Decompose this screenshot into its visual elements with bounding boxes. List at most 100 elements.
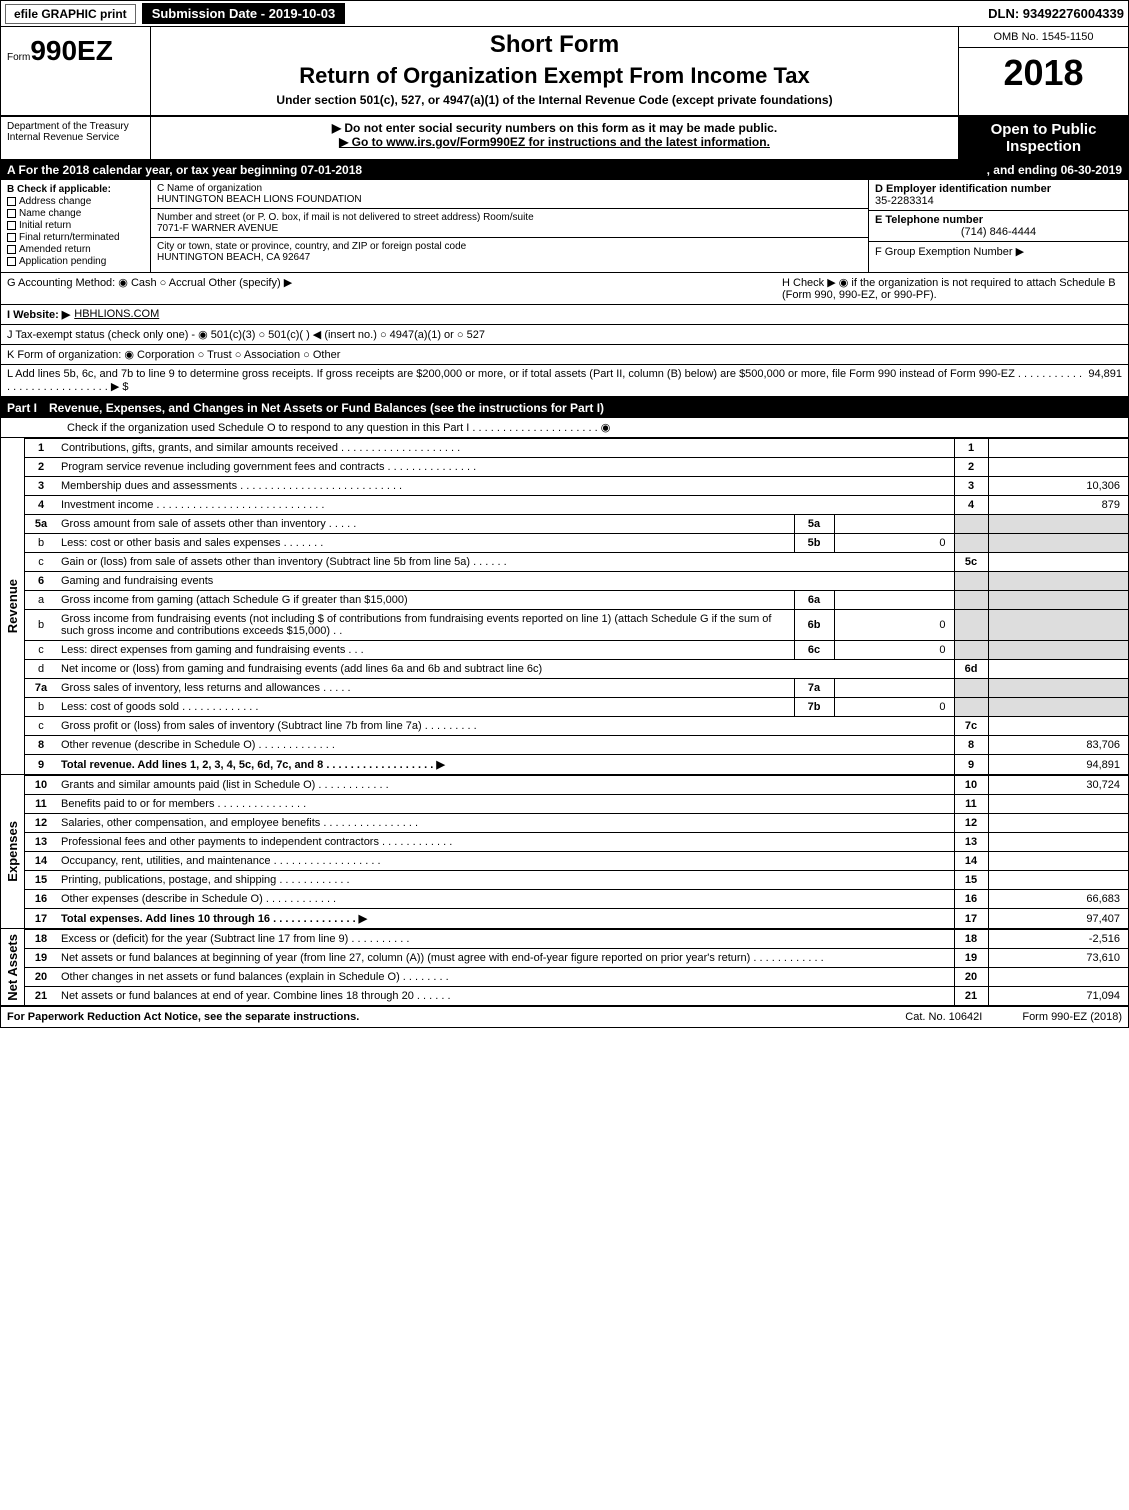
line-8: 8Other revenue (describe in Schedule O) …: [25, 736, 1128, 755]
info-block: B Check if applicable: Address change Na…: [1, 180, 1128, 273]
check-app-pending[interactable]: [7, 257, 16, 266]
line-1: 1Contributions, gifts, grants, and simil…: [25, 439, 1128, 458]
opt-final: Final return/terminated: [19, 232, 120, 243]
opt-amended: Amended return: [19, 244, 91, 255]
form-page: efile GRAPHIC print Submission Date - 20…: [0, 0, 1129, 1028]
tax-year-end: , and ending 06-30-2019: [987, 163, 1122, 177]
website-label: I Website: ▶: [7, 308, 70, 321]
line-6b: bGross income from fundraising events (n…: [25, 610, 1128, 641]
tax-year-begin: A For the 2018 calendar year, or tax yea…: [7, 163, 362, 177]
check-amended[interactable]: [7, 245, 16, 254]
website-link[interactable]: HBHLIONS.COM: [74, 308, 159, 320]
line-14: 14Occupancy, rent, utilities, and mainte…: [25, 852, 1128, 871]
ssn-warning: ▶ Do not enter social security numbers o…: [155, 121, 954, 135]
top-bar: efile GRAPHIC print Submission Date - 20…: [1, 1, 1128, 27]
schedule-b-check: H Check ▶ ◉ if the organization is not r…: [782, 276, 1122, 301]
irs-link[interactable]: ▶ Go to www.irs.gov/Form990EZ for instru…: [339, 135, 770, 149]
strip-a: A For the 2018 calendar year, or tax yea…: [1, 160, 1128, 180]
line-5c: cGain or (loss) from sale of assets othe…: [25, 553, 1128, 572]
part-1-header: Part I Revenue, Expenses, and Changes in…: [1, 397, 1128, 418]
dept-warnings: ▶ Do not enter social security numbers o…: [151, 117, 958, 159]
line-2: 2Program service revenue including gover…: [25, 458, 1128, 477]
box-b-header: B Check if applicable:: [7, 184, 111, 195]
open-inspection: Open to Public Inspection: [958, 117, 1128, 159]
dept-line2: Internal Revenue Service: [7, 132, 144, 143]
line-12: 12Salaries, other compensation, and empl…: [25, 814, 1128, 833]
ein-value: 35-2283314: [875, 195, 934, 207]
schedule-o-check: Check if the organization used Schedule …: [67, 421, 610, 434]
line-16: 16Other expenses (describe in Schedule O…: [25, 890, 1128, 909]
dept-line1: Department of the Treasury: [7, 121, 144, 132]
form-title: Return of Organization Exempt From Incom…: [159, 63, 950, 89]
cat-number: Cat. No. 10642I: [905, 1011, 982, 1023]
line-6c: cLess: direct expenses from gaming and f…: [25, 641, 1128, 660]
line-7b: bLess: cost of goods sold . . . . . . . …: [25, 698, 1128, 717]
header-titles: Short Form Return of Organization Exempt…: [151, 27, 958, 115]
dln: DLN: 93492276004339: [988, 6, 1124, 21]
netassets-tab: Net Assets: [1, 929, 25, 1005]
row-j: J Tax-exempt status (check only one) - ◉…: [1, 325, 1128, 345]
part-1-title: Revenue, Expenses, and Changes in Net As…: [49, 401, 604, 415]
form-of-org: K Form of organization: ◉ Corporation ○ …: [7, 348, 340, 361]
line-21: 21Net assets or fund balances at end of …: [25, 987, 1128, 1006]
revenue-tab: Revenue: [1, 438, 25, 774]
revenue-section: Revenue 1Contributions, gifts, grants, a…: [1, 438, 1128, 774]
phone-value: (714) 846-4444: [875, 226, 1122, 238]
header-right: OMB No. 1545-1150 2018: [958, 27, 1128, 115]
org-name-label: C Name of organization: [157, 183, 862, 194]
part-1-check: Check if the organization used Schedule …: [1, 418, 1128, 438]
line-5a: 5aGross amount from sale of assets other…: [25, 515, 1128, 534]
line-6d: dNet income or (loss) from gaming and fu…: [25, 660, 1128, 679]
check-address-change[interactable]: [7, 197, 16, 206]
opt-initial: Initial return: [19, 220, 71, 231]
paperwork-notice: For Paperwork Reduction Act Notice, see …: [7, 1011, 359, 1023]
row-k: K Form of organization: ◉ Corporation ○ …: [1, 345, 1128, 365]
box-def: D Employer identification number 35-2283…: [868, 180, 1128, 272]
ein-label: D Employer identification number: [875, 183, 1051, 195]
short-form-label: Short Form: [159, 31, 950, 59]
line-5b: bLess: cost or other basis and sales exp…: [25, 534, 1128, 553]
addr-value: 7071-F WARNER AVENUE: [157, 223, 862, 234]
form-header: Form990EZ Short Form Return of Organizat…: [1, 27, 1128, 117]
revenue-label: Revenue: [5, 579, 20, 633]
form-prefix: Form: [7, 52, 30, 63]
line-20: 20Other changes in net assets or fund ba…: [25, 968, 1128, 987]
row-l: L Add lines 5b, 6c, and 7b to line 9 to …: [1, 365, 1128, 397]
line-4: 4Investment income . . . . . . . . . . .…: [25, 496, 1128, 515]
part-1-label: Part I: [7, 401, 37, 415]
row-g-h: G Accounting Method: ◉ Cash ○ Accrual Ot…: [1, 273, 1128, 305]
efile-print-button[interactable]: efile GRAPHIC print: [5, 4, 136, 24]
dept-row: Department of the Treasury Internal Reve…: [1, 117, 1128, 160]
line-7a: 7aGross sales of inventory, less returns…: [25, 679, 1128, 698]
line-3: 3Membership dues and assessments . . . .…: [25, 477, 1128, 496]
form-ref: Form 990-EZ (2018): [1022, 1011, 1122, 1023]
line-19: 19Net assets or fund balances at beginni…: [25, 949, 1128, 968]
row-i: I Website: ▶ HBHLIONS.COM: [1, 305, 1128, 325]
line-11: 11Benefits paid to or for members . . . …: [25, 795, 1128, 814]
group-exemption-label: F Group Exemption Number ▶: [875, 246, 1024, 258]
submission-date: Submission Date - 2019-10-03: [142, 3, 346, 24]
netassets-section: Net Assets 18Excess or (deficit) for the…: [1, 928, 1128, 1005]
tax-exempt-status: J Tax-exempt status (check only one) - ◉…: [7, 328, 485, 341]
expenses-tab: Expenses: [1, 775, 25, 928]
tax-year: 2018: [959, 48, 1128, 98]
line-6a: aGross income from gaming (attach Schedu…: [25, 591, 1128, 610]
line-7c: cGross profit or (loss) from sales of in…: [25, 717, 1128, 736]
phone-label: E Telephone number: [875, 214, 983, 226]
netassets-table: 18Excess or (deficit) for the year (Subt…: [25, 929, 1128, 1005]
check-name-change[interactable]: [7, 209, 16, 218]
form-number: 990EZ: [30, 35, 113, 66]
check-final-return[interactable]: [7, 233, 16, 242]
line-18: 18Excess or (deficit) for the year (Subt…: [25, 930, 1128, 949]
gross-receipts-value: 94,891: [1088, 368, 1122, 380]
opt-name: Name change: [19, 208, 81, 219]
line-9-desc: Total revenue. Add lines 1, 2, 3, 4, 5c,…: [61, 759, 445, 771]
dept-treasury: Department of the Treasury Internal Reve…: [1, 117, 151, 159]
line-17: 17Total expenses. Add lines 10 through 1…: [25, 909, 1128, 929]
line-15: 15Printing, publications, postage, and s…: [25, 871, 1128, 890]
check-initial-return[interactable]: [7, 221, 16, 230]
city-value: HUNTINGTON BEACH, CA 92647: [157, 252, 862, 263]
page-footer: For Paperwork Reduction Act Notice, see …: [1, 1005, 1128, 1027]
box-b: B Check if applicable: Address change Na…: [1, 180, 151, 272]
org-name: HUNTINGTON BEACH LIONS FOUNDATION: [157, 194, 862, 205]
